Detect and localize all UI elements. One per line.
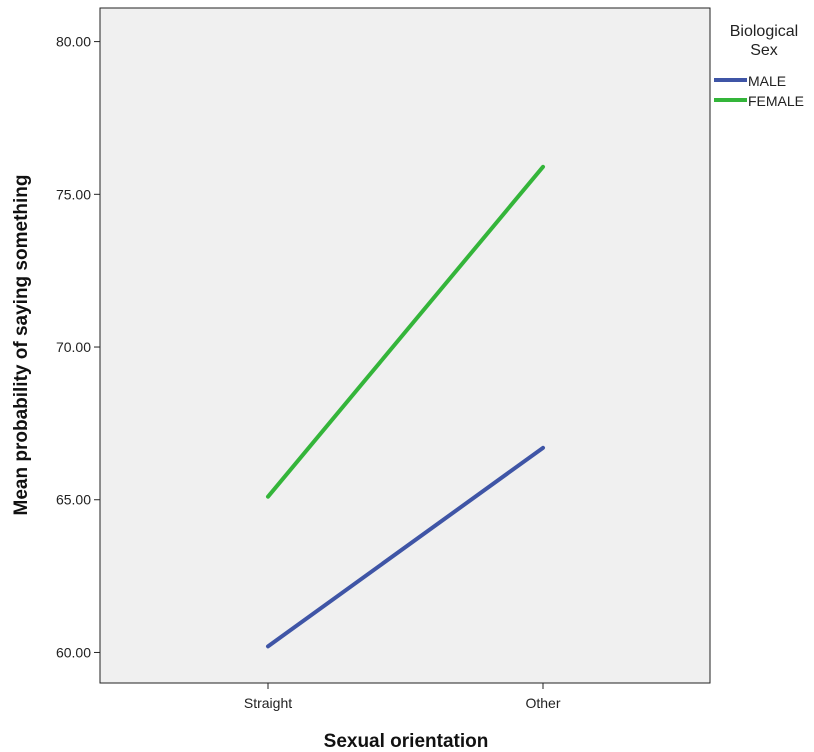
- y-tick-label: 70.00: [56, 339, 91, 355]
- series-line-male: [266, 445, 545, 649]
- y-axis-title: Mean probability of saying something: [11, 175, 32, 516]
- legend: Biological Sex MALE FEMALE: [714, 23, 804, 109]
- series-line-female: [266, 164, 545, 499]
- x-tick-label: Straight: [244, 695, 292, 711]
- y-tick-label: 60.00: [56, 644, 91, 660]
- x-tick-label: Other: [525, 695, 560, 711]
- x-axis-title: Sexual orientation: [324, 731, 489, 752]
- y-tick-label: 65.00: [56, 492, 91, 508]
- legend-label-female: FEMALE: [748, 93, 804, 109]
- legend-label-male: MALE: [748, 73, 786, 89]
- legend-title-line1: Biological: [730, 23, 798, 40]
- y-tick-label: 75.00: [56, 186, 91, 202]
- y-tick-label: 80.00: [56, 34, 91, 50]
- y-axis: 60.00 65.00 70.00 75.00 80.00: [56, 34, 100, 660]
- x-axis: Straight Other: [244, 683, 561, 711]
- legend-title-line2: Sex: [750, 42, 778, 59]
- plot-area: [99, 7, 711, 684]
- series-lines: [266, 164, 545, 649]
